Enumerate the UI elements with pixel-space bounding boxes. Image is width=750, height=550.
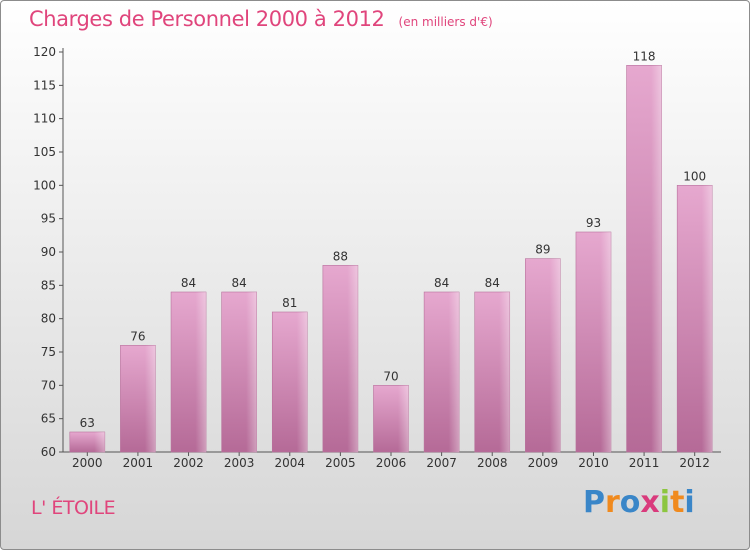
chart-title-unit: (en milliers d'€) [398,15,493,29]
x-tick-label: 2012 [679,456,710,470]
x-tick-label: 2003 [224,456,255,470]
logo-letter: P [583,485,605,520]
bar-highlight [221,292,257,452]
logo-letter: o [619,485,641,520]
bar-highlight [120,345,156,452]
value-labels: 63 76 84 84 81 88 70 84 84 89 93 118 100 [80,49,706,430]
bar-highlight [272,312,308,452]
value-label: 118 [633,49,656,63]
bar-highlight [373,385,409,452]
x-tick-label: 2010 [578,456,609,470]
y-tick-label: 100 [33,178,56,192]
y-tick-label: 110 [33,112,56,126]
logo-letter: t [670,485,685,520]
value-label: 84 [434,276,449,290]
y-tick-label: 115 [33,78,56,92]
x-tick-label: 2000 [72,456,103,470]
x-tick-label: 2007 [426,456,457,470]
value-label: 63 [80,416,95,430]
bars [69,65,713,453]
y-tick-label: 95 [41,212,56,226]
x-tick-label: 2005 [325,456,356,470]
value-label: 93 [586,216,601,230]
bar-highlight [171,292,207,452]
value-label: 88 [333,249,348,263]
x-tick-label: 2002 [173,456,204,470]
y-tick-label: 120 [33,45,56,59]
logo-letter: r [605,485,620,520]
y-tick-label: 105 [33,145,56,159]
bar-highlight [575,232,611,452]
y-tick-label: 85 [41,278,56,292]
x-tick-label: 2006 [376,456,407,470]
chart-title-main: Charges de Personnel 2000 à 2012 [29,7,385,31]
y-tick-label: 65 [41,412,56,426]
value-label: 81 [282,296,297,310]
bar-highlight [525,258,561,452]
axes: 60 65 70 75 80 85 90 95 100 105 110 115 120 2000 2001 2… [33,45,721,470]
value-label: 84 [485,276,500,290]
bar-highlight [322,265,358,452]
logo-letter: i [684,485,695,520]
logo-letter: i [659,485,671,520]
value-label: 84 [232,276,247,290]
commune-name: L' ÉTOILE [31,497,116,519]
value-label: 76 [130,329,145,343]
bar-highlight [474,292,510,452]
bar-highlight [626,65,662,452]
value-label: 84 [181,276,196,290]
x-tick-label: 2004 [274,456,305,470]
bar-highlight [424,292,460,452]
x-tick-label: 2008 [477,456,508,470]
x-tick-label: 2001 [123,456,154,470]
x-tick-label: 2011 [629,456,660,470]
bar-highlight [677,185,713,453]
bar-highlight [69,432,105,452]
y-tick-label: 75 [41,345,56,359]
value-label: 89 [535,243,550,257]
y-tick-label: 70 [41,378,56,392]
y-tick-label: 80 [41,312,56,326]
y-tick-label: 60 [41,445,56,459]
value-label: 100 [683,169,706,183]
value-label: 70 [383,369,398,383]
logo-letter: x [640,485,660,520]
x-tick-label: 2009 [528,456,559,470]
proxiti-logo: Proxiti [583,485,695,520]
y-tick-label: 90 [41,245,56,259]
chart-title: Charges de Personnel 2000 à 2012 (en mill… [29,7,493,31]
